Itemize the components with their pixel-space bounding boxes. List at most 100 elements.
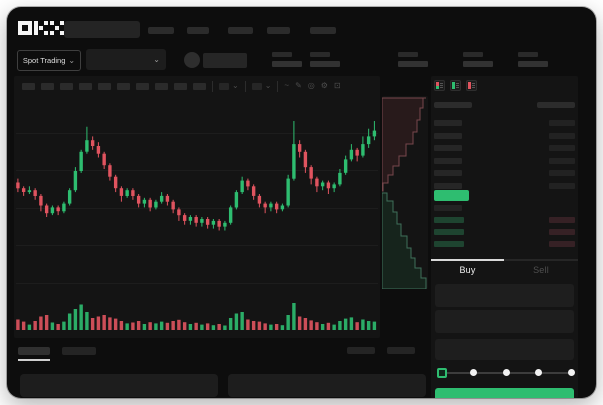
book-combined-icon[interactable]	[434, 80, 445, 91]
nav-item-placeholder[interactable]	[310, 27, 336, 34]
ask-row[interactable]	[434, 145, 462, 152]
market-type-selector[interactable]: Spot Trading ⌄	[17, 50, 81, 71]
book-asks-icon[interactable]	[466, 80, 477, 91]
indicators-icon	[251, 82, 262, 90]
stat-value-placeholder	[272, 61, 302, 67]
last-price-badge[interactable]	[434, 190, 469, 201]
chevron-down-icon: ⌄	[232, 81, 239, 90]
interval-button-placeholder[interactable]	[174, 82, 187, 90]
book-bids-icon[interactable]	[450, 80, 461, 91]
orders-panel-placeholder	[20, 374, 218, 397]
ticker-stat	[398, 52, 428, 67]
interval-button-placeholder[interactable]	[136, 82, 149, 90]
book-asks-icon	[468, 82, 471, 89]
settings-icon[interactable]: ⚙	[320, 81, 328, 90]
nav-item-placeholder[interactable]	[228, 27, 253, 34]
candle-style-icon[interactable]: ⌄	[219, 82, 239, 90]
okx-logo	[18, 21, 64, 35]
chart-gridline	[16, 208, 378, 209]
stat-value-placeholder	[518, 61, 548, 67]
bid-row[interactable]	[434, 241, 464, 247]
interval-button-placeholder[interactable]	[60, 82, 73, 90]
depth-chart[interactable]	[381, 96, 428, 290]
orderbook-col-header-price	[434, 102, 472, 108]
bid-row[interactable]	[434, 229, 464, 235]
ask-row[interactable]	[434, 183, 462, 189]
tab-buy[interactable]: Buy	[459, 265, 476, 275]
ask-row[interactable]	[434, 157, 462, 164]
book-lines-glyph	[456, 83, 459, 88]
slider-dot[interactable]	[503, 369, 510, 376]
fullscreen-icon[interactable]: ⊡	[333, 81, 341, 90]
line-style-icon[interactable]: ~	[284, 81, 290, 90]
nav-item-placeholder[interactable]	[148, 27, 174, 34]
slider-dot[interactable]	[568, 369, 575, 376]
interval-button-placeholder[interactable]	[155, 82, 168, 90]
bottom-action-placeholder[interactable]	[347, 347, 375, 354]
tab-sell[interactable]: Sell	[533, 265, 549, 275]
app-window: Spot Trading ⌄ ⌄	[7, 7, 596, 398]
search-input[interactable]	[64, 21, 140, 38]
candlestick-chart[interactable]	[16, 98, 378, 290]
stat-value-placeholder	[310, 61, 340, 67]
toolbar-divider	[277, 80, 279, 92]
indicators-icon[interactable]: ⌄	[251, 81, 272, 90]
coin-logo	[184, 52, 200, 68]
bottom-tab-underline	[18, 359, 50, 361]
depth-panel	[381, 96, 428, 290]
volume-bars[interactable]	[16, 298, 378, 330]
pair-name-placeholder	[203, 53, 247, 68]
snapshot-icon[interactable]: ◎	[307, 81, 315, 90]
bid-row[interactable]	[434, 217, 464, 223]
stat-value-placeholder	[398, 61, 428, 67]
chart-gridline	[16, 245, 378, 246]
orderbook-view-toggles	[434, 80, 477, 92]
slider-dot[interactable]	[535, 369, 542, 376]
ask-row[interactable]	[434, 120, 462, 126]
buy-submit-button[interactable]	[435, 388, 574, 398]
ask-amount	[549, 183, 575, 189]
interval-button-placeholder[interactable]	[98, 82, 111, 90]
interval-button-placeholder[interactable]	[79, 82, 92, 90]
ticker-stat	[463, 52, 493, 67]
candle-style-icon	[219, 82, 229, 90]
nav-item-placeholder[interactable]	[187, 27, 209, 34]
nav-item-placeholder[interactable]	[267, 27, 290, 34]
chevron-down-icon: ⌄	[264, 81, 272, 90]
slider-dot[interactable]	[470, 369, 477, 376]
bottom-action-placeholder[interactable]	[387, 347, 415, 354]
bottom-tab-placeholder[interactable]	[62, 347, 96, 355]
ask-amount	[549, 120, 575, 126]
chart-gridline	[16, 283, 378, 284]
ask-row[interactable]	[434, 132, 462, 139]
pair-selector-dropdown[interactable]: ⌄	[86, 49, 166, 70]
history-panel-placeholder	[228, 374, 426, 397]
amount-percent-slider[interactable]	[437, 368, 575, 378]
orderbook-panel: Buy Sell	[431, 76, 578, 398]
interval-button-placeholder[interactable]	[22, 82, 35, 90]
chevron-down-icon: ⌄	[68, 55, 76, 65]
bottom-tab-active-placeholder[interactable]	[18, 347, 50, 355]
stat-label-placeholder	[518, 52, 538, 57]
bid-row[interactable]	[434, 205, 462, 211]
ask-row[interactable]	[434, 170, 462, 177]
slider-handle[interactable]	[437, 368, 447, 378]
header	[7, 7, 596, 45]
bid-amount	[549, 217, 575, 223]
toolbar-divider	[212, 80, 213, 92]
book-bids-icon	[452, 82, 455, 89]
interval-button-placeholder[interactable]	[41, 82, 54, 90]
draw-icon[interactable]: ✎	[295, 81, 302, 90]
chart-panel	[14, 76, 380, 338]
ask-amount	[549, 170, 575, 177]
order-price-field[interactable]	[435, 284, 574, 307]
orderbook-col-header-amount	[537, 102, 575, 108]
ask-amount	[549, 145, 575, 152]
chevron-down-icon: ⌄	[153, 54, 160, 64]
order-total-field[interactable]	[435, 339, 574, 360]
ticker-stat	[310, 52, 340, 67]
order-amount-field[interactable]	[435, 310, 574, 333]
interval-button-placeholder[interactable]	[193, 82, 206, 90]
interval-button-placeholder[interactable]	[117, 82, 130, 90]
stat-value-placeholder	[463, 61, 493, 67]
